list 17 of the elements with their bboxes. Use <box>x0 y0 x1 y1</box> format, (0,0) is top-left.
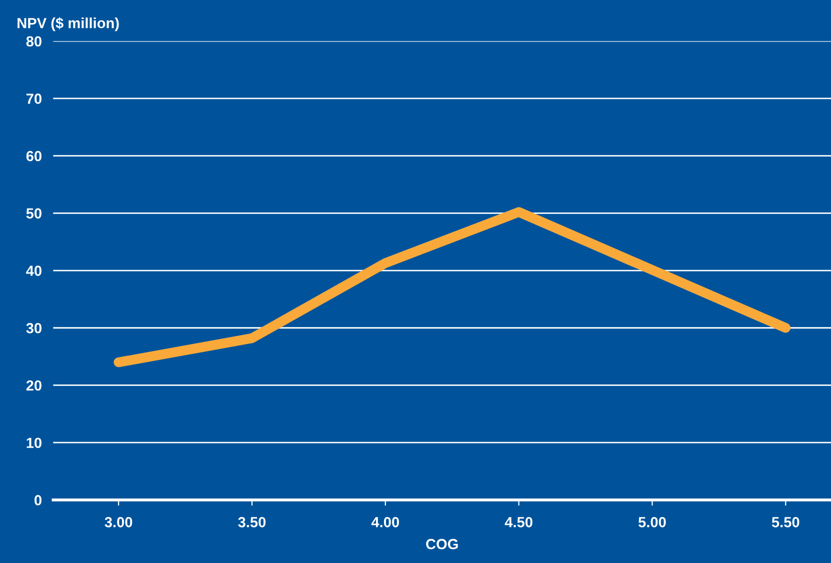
x-tick-label: 4.00 <box>371 516 399 528</box>
y-tick-label: 60 <box>26 150 42 162</box>
y-tick-label: 0 <box>34 495 42 506</box>
y-tick-label: 10 <box>26 438 42 448</box>
x-tick-label: 3.00 <box>104 516 132 528</box>
y-tick-label: 40 <box>26 266 42 276</box>
x-tick-label: 3.50 <box>238 516 266 528</box>
y-tick-label: 20 <box>26 380 42 391</box>
y-tick-label: 80 <box>26 36 42 47</box>
x-tick-label: 5.00 <box>638 516 666 528</box>
y-tick-label: 50 <box>26 208 42 219</box>
x-tick-label: 4.50 <box>504 516 532 528</box>
y-tick-label: 30 <box>26 322 42 334</box>
y-tick-label: 70 <box>26 94 42 104</box>
x-axis-title: COG <box>426 538 458 550</box>
x-tick-label: 5.50 <box>772 516 800 528</box>
y-axis-title: NPV ($ million) <box>18 17 119 32</box>
